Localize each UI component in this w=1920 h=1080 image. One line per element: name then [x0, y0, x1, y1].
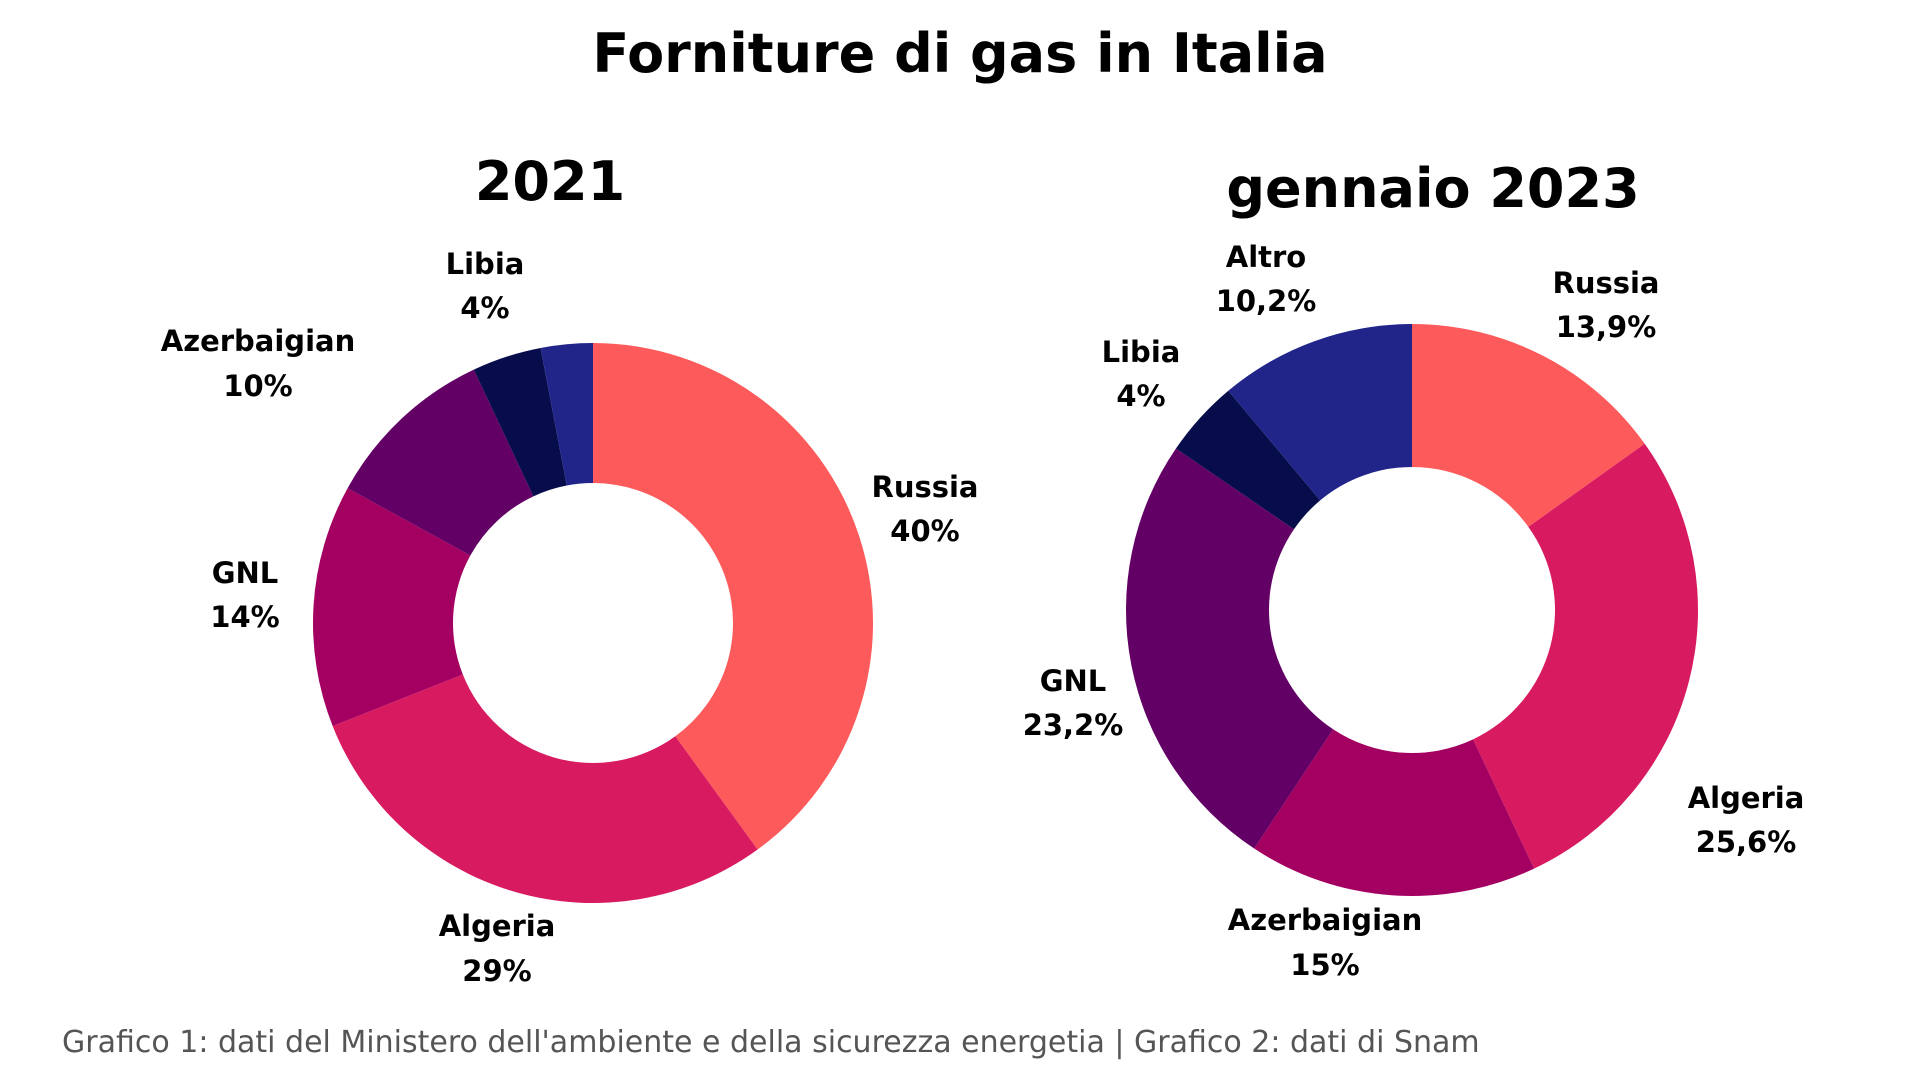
slice-name-label: Libia: [446, 247, 525, 281]
slice-unlabeled: [540, 343, 593, 486]
donut-chart-2: gennaio 2023 Russia 13,9% Algeria 25,6% Azerb…: [1023, 157, 1805, 982]
slice-azerbaigian: [1254, 729, 1535, 896]
slice-russia: [593, 343, 874, 850]
slice-gnl: [1126, 448, 1334, 849]
donut-chart-1: 2021 Russia 40% Algeria 29% GNL 14% Azerbaigian…: [161, 150, 979, 988]
slice-value-label: 14%: [210, 600, 279, 634]
slice-name-label: Russia: [871, 470, 978, 504]
slice-libia: [473, 347, 567, 497]
slice-value-label: 10,2%: [1216, 284, 1317, 318]
slice-azerbaigian: [347, 369, 534, 556]
slice-value-label: 29%: [462, 954, 531, 988]
slice-algeria: [332, 674, 758, 904]
slice-name-label: Libia: [1102, 335, 1181, 369]
slice-name-label: Algeria: [1688, 781, 1805, 815]
slice-russia: [1412, 324, 1645, 527]
slice-name-label: Algeria: [439, 909, 556, 943]
slice-value-label: 4%: [1116, 379, 1165, 413]
slice-value-label: 13,9%: [1556, 310, 1657, 344]
page-title: Forniture di gas in Italia: [592, 22, 1328, 85]
slice-value-label: 10%: [223, 369, 292, 403]
slice-value-label: 40%: [890, 514, 959, 548]
slice-gnl: [313, 488, 471, 727]
slice-name-label: GNL: [1040, 664, 1107, 698]
slice-name-label: Altro: [1226, 240, 1306, 274]
slice-name-label: Azerbaigian: [1228, 903, 1422, 937]
slice-name-label: Azerbaigian: [161, 324, 355, 358]
slice-name-label: GNL: [212, 556, 279, 590]
slice-altro: [1228, 324, 1412, 501]
chart-title: gennaio 2023: [1226, 157, 1639, 220]
chart-title: 2021: [475, 150, 625, 213]
slice-value-label: 4%: [460, 291, 509, 325]
slice-value-label: 23,2%: [1023, 708, 1124, 742]
slice-libia: [1175, 390, 1321, 530]
source-footnote: Grafico 1: dati del Ministero dell'ambie…: [62, 1025, 1480, 1060]
slice-value-label: 25,6%: [1696, 825, 1797, 859]
slice-value-label: 15%: [1290, 948, 1359, 982]
slice-algeria: [1473, 443, 1698, 869]
slice-name-label: Russia: [1552, 266, 1659, 300]
